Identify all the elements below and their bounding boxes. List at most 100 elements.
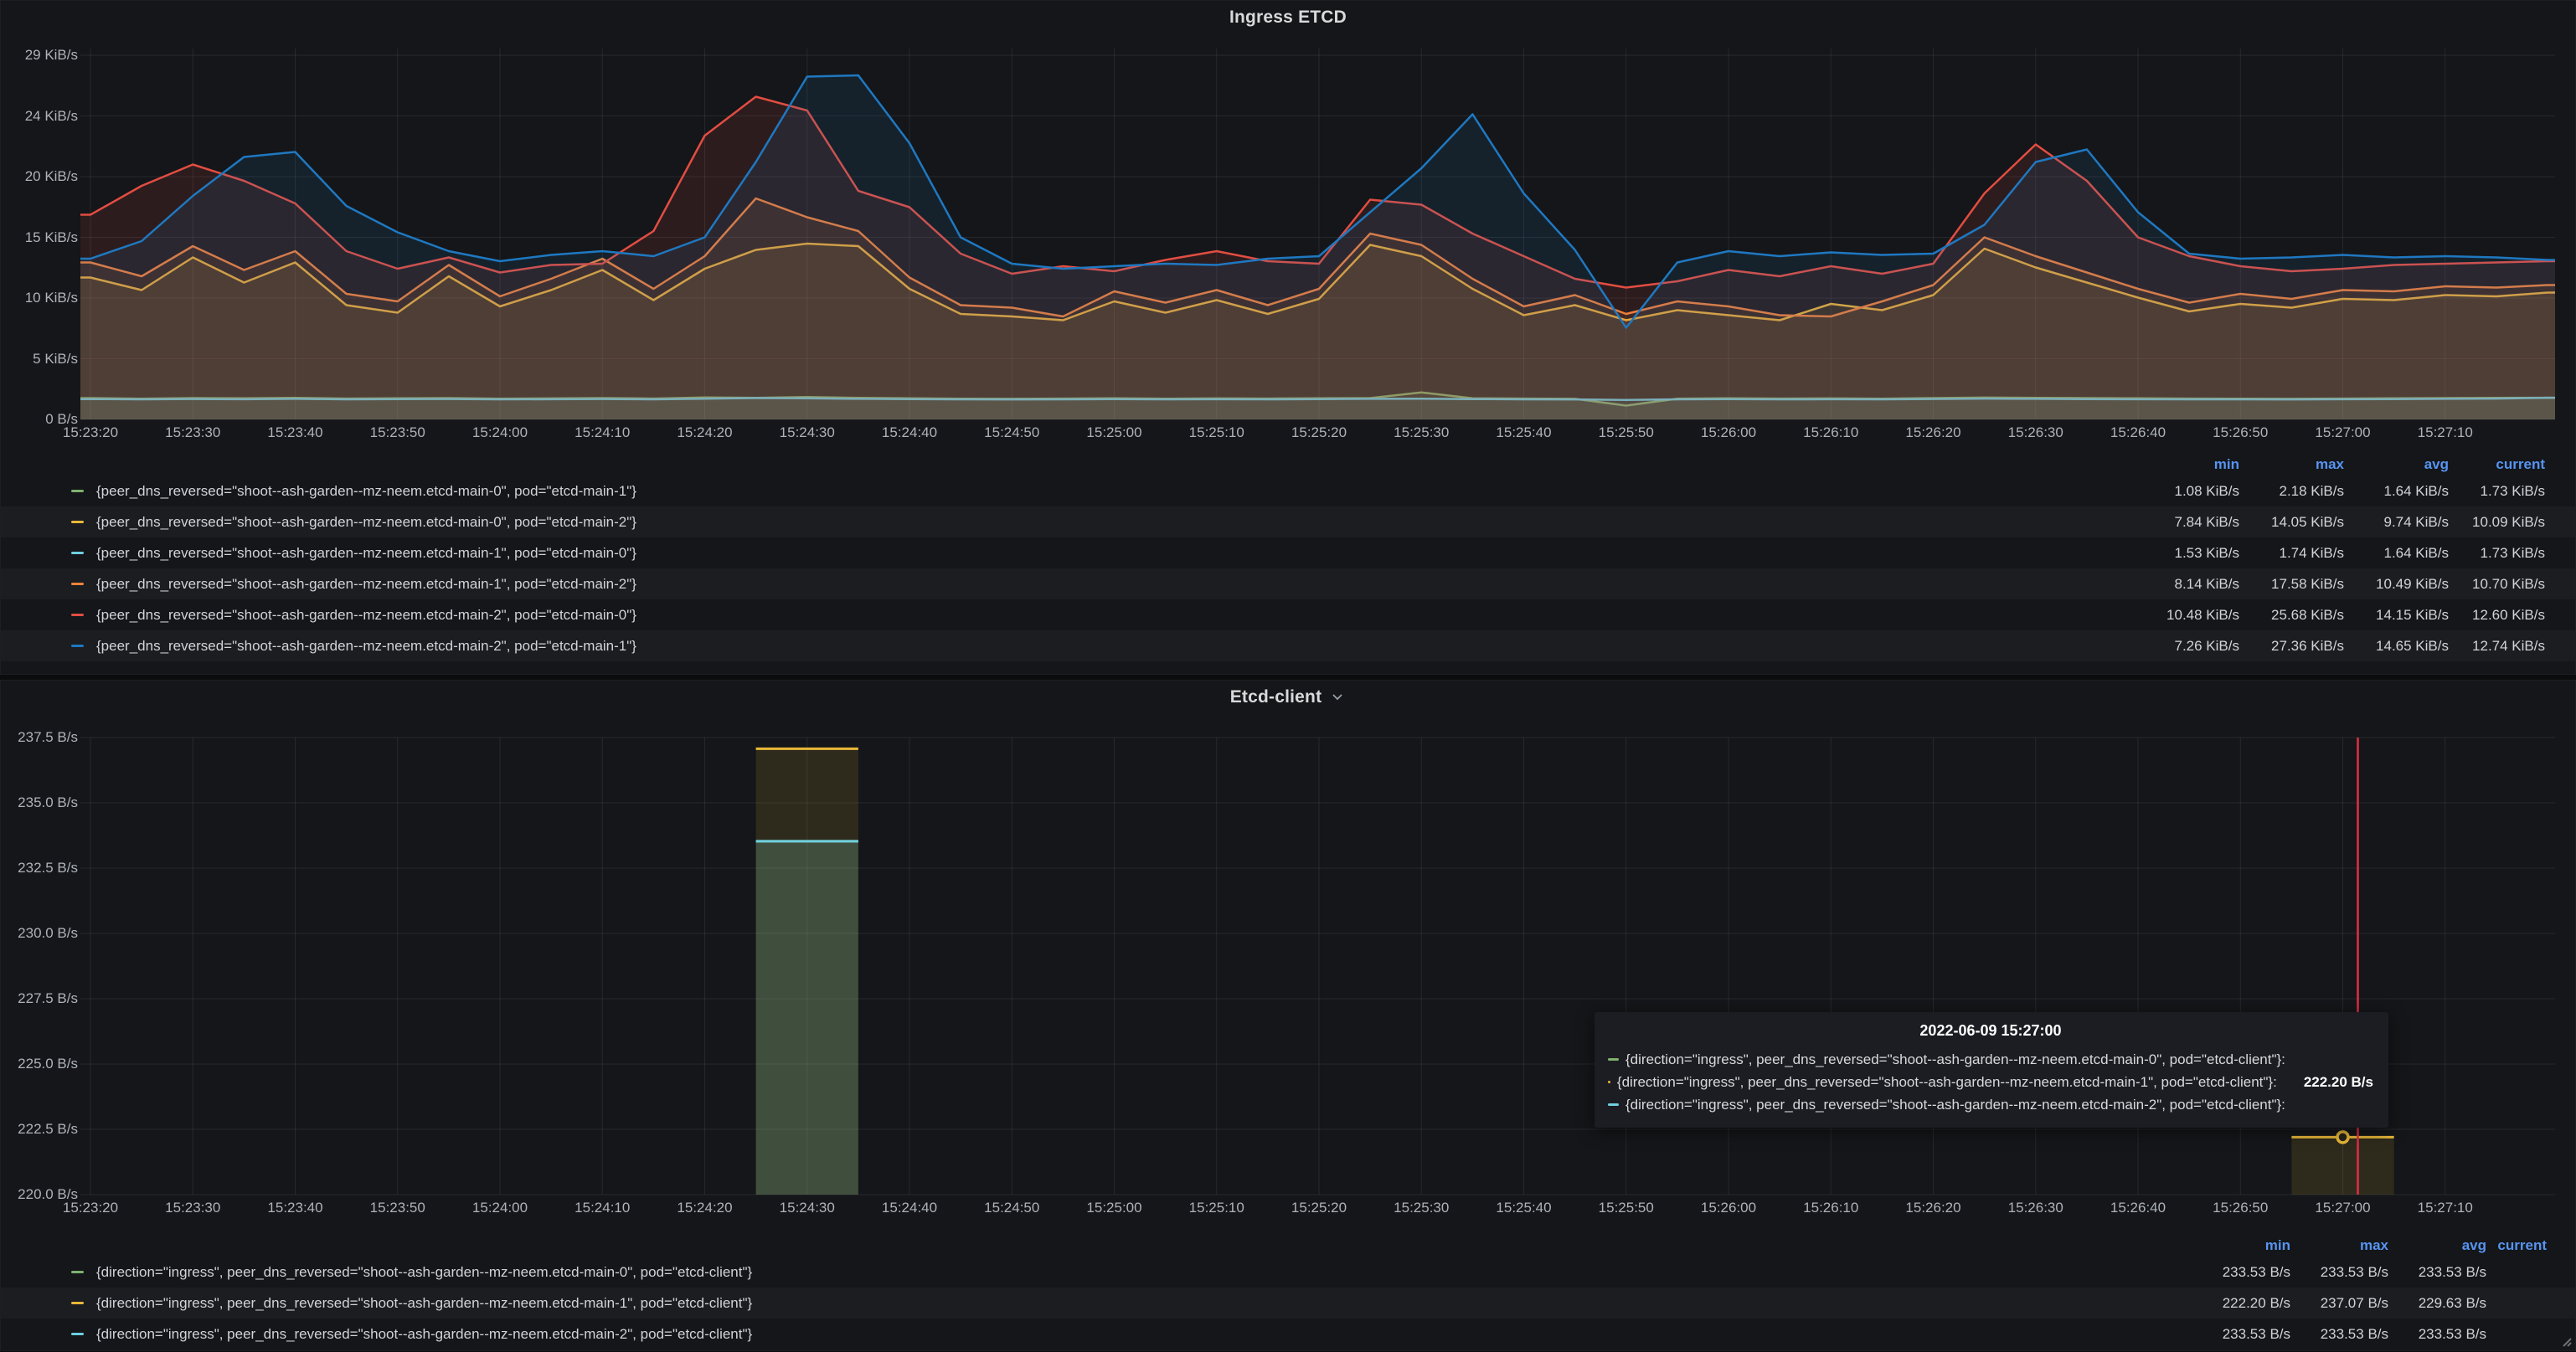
y-axis-tick-label: 227.5 B/s <box>18 990 78 1006</box>
legend-row[interactable]: {direction="ingress", peer_dns_reversed=… <box>1 1288 2575 1319</box>
legend-etcd-client: min max avg current {direction="ingress", pe… <box>1 1235 2575 1349</box>
x-axis-tick-label: 15:25:40 <box>1496 1200 1552 1216</box>
series-label[interactable]: {peer_dns_reversed="shoot--ash-garden--m… <box>96 482 636 499</box>
legend-header-row: min max avg current <box>1 454 2575 476</box>
x-axis-tick-label: 15:27:00 <box>2315 424 2371 440</box>
x-axis-tick-label: 15:23:40 <box>267 424 323 440</box>
x-axis-tick-label: 15:26:10 <box>1803 424 1859 440</box>
stat-max: 2.18 KiB/s <box>2279 482 2345 499</box>
stat-header-avg[interactable]: avg <box>2424 456 2449 472</box>
stat-max: 237.07 B/s <box>2320 1294 2388 1311</box>
stat-max: 233.53 B/s <box>2320 1325 2388 1342</box>
etcd-client-plot[interactable]: 237.5 B/s 235.0 B/s 232.5 B/s 230.0 B/s 227.… <box>1 681 2575 1350</box>
tooltip-timestamp: 2022-06-09 15:27:00 <box>1919 1022 2062 1039</box>
stat-min: 8.14 KiB/s <box>2174 575 2240 592</box>
series-color-dash <box>71 552 84 554</box>
y-axis-tick-label: 237.5 B/s <box>18 729 78 745</box>
legend-row[interactable]: {peer_dns_reversed="shoot--ash-garden--m… <box>1 506 2575 537</box>
series-label[interactable]: {direction="ingress", peer_dns_reversed=… <box>96 1325 753 1342</box>
x-axis-tick-label: 15:26:40 <box>2110 424 2166 440</box>
x-axis-tick-label: 15:27:10 <box>2417 1200 2473 1216</box>
series-color-dash <box>71 645 84 647</box>
x-axis-tick-label: 15:25:50 <box>1598 424 1654 440</box>
chevron-down-icon[interactable] <box>1329 689 1346 706</box>
x-axis-tick-label: 15:27:10 <box>2417 424 2473 440</box>
legend-ingress: min max avg current {peer_dns_reversed="shoo… <box>1 454 2575 661</box>
series-label[interactable]: {peer_dns_reversed="shoot--ash-garden--m… <box>96 637 636 654</box>
y-axis-tick-label: 29 KiB/s <box>24 47 78 63</box>
etcd-client-chart-canvas[interactable] <box>1 681 2576 1352</box>
ingress-etcd-plot[interactable]: 29 KiB/s 24 KiB/s 20 KiB/s 15 KiB/s 10 KiB/s… <box>1 1 2575 674</box>
x-axis-tick-label: 15:24:00 <box>471 1200 528 1216</box>
legend-header-row: min max avg current <box>1 1235 2575 1257</box>
series-color-dash <box>71 490 84 492</box>
stat-current: 12.74 KiB/s <box>2472 637 2545 654</box>
x-axis-tick-label: 15:26:50 <box>2213 424 2269 440</box>
legend-row[interactable]: {peer_dns_reversed="shoot--ash-garden--m… <box>1 476 2575 506</box>
x-axis-tick-label: 15:24:10 <box>574 1200 631 1216</box>
stat-header-min[interactable]: min <box>2213 456 2239 472</box>
x-axis-tick-label: 15:25:30 <box>1394 1200 1450 1216</box>
x-axis-tick-label: 15:26:00 <box>1700 424 1757 440</box>
x-axis-tick-label: 15:24:00 <box>471 424 528 440</box>
series-color-dash <box>71 521 84 523</box>
x-axis-tick-label: 15:26:50 <box>2213 1200 2269 1216</box>
series-yellow <box>755 747 2394 1195</box>
legend-row[interactable]: {direction="ingress", peer_dns_reversed=… <box>1 1257 2575 1288</box>
x-axis-tick-label: 15:26:10 <box>1803 1200 1859 1216</box>
panel-title-ingress-etcd[interactable]: Ingress ETCD <box>1 8 2575 28</box>
chart-tooltip: 2022-06-09 15:27:00 {direction="ingress"… <box>1595 1012 2388 1128</box>
ingress-etcd-chart-canvas[interactable] <box>1 1 2576 676</box>
stat-current: 10.70 KiB/s <box>2472 575 2545 592</box>
series-red <box>80 95 2555 419</box>
stat-header-max[interactable]: max <box>2359 1237 2388 1253</box>
x-axis-tick-label: 15:24:10 <box>574 424 631 440</box>
tooltip-series-value: 222.20 B/s <box>2303 1073 2373 1090</box>
x-axis-tick-label: 15:24:40 <box>881 424 938 440</box>
x-axis-tick-label: 15:26:20 <box>1905 424 1961 440</box>
x-axis-tick-label: 15:25:20 <box>1291 1200 1347 1216</box>
tooltip-series-row: {direction="ingress", peer_dns_reversed=… <box>1608 1093 2373 1116</box>
x-axis-tick-label: 15:26:20 <box>1905 1200 1961 1216</box>
legend-row[interactable]: {direction="ingress", peer_dns_reversed=… <box>1 1319 2575 1349</box>
stat-header-max[interactable]: max <box>2315 456 2344 472</box>
panel-title-etcd-client[interactable]: Etcd-client <box>1 687 2575 707</box>
series-label[interactable]: {direction="ingress", peer_dns_reversed=… <box>96 1263 753 1280</box>
stat-max: 27.36 KiB/s <box>2271 637 2344 654</box>
panel-resize-handle[interactable] <box>2558 1334 2572 1347</box>
series-label[interactable]: {direction="ingress", peer_dns_reversed=… <box>96 1294 753 1311</box>
x-axis-tick-label: 15:24:20 <box>677 424 733 440</box>
y-axis-tick-label: 10 KiB/s <box>24 290 78 306</box>
x-axis-tick-label: 15:23:30 <box>165 1200 221 1216</box>
tooltip-series-label: {direction="ingress", peer_dns_reversed=… <box>1625 1096 2285 1113</box>
x-axis-tick-label: 15:24:30 <box>779 424 835 440</box>
series-color-dash <box>71 583 84 585</box>
stat-header-current[interactable]: current <box>2497 1237 2547 1253</box>
x-axis-tick-label: 15:23:30 <box>165 424 221 440</box>
x-axis-tick-label: 15:27:00 <box>2315 1200 2371 1216</box>
x-axis-tick-label: 15:25:20 <box>1291 424 1347 440</box>
series-label[interactable]: {peer_dns_reversed="shoot--ash-garden--m… <box>96 544 636 561</box>
legend-row[interactable]: {peer_dns_reversed="shoot--ash-garden--m… <box>1 630 2575 661</box>
x-axis-tick-label: 15:25:50 <box>1598 1200 1654 1216</box>
stat-min: 233.53 B/s <box>2222 1263 2290 1280</box>
stat-current: 10.09 KiB/s <box>2472 513 2545 530</box>
legend-row[interactable]: {peer_dns_reversed="shoot--ash-garden--m… <box>1 537 2575 568</box>
stat-header-current[interactable]: current <box>2496 456 2545 472</box>
legend-row[interactable]: {peer_dns_reversed="shoot--ash-garden--m… <box>1 568 2575 599</box>
series-label[interactable]: {peer_dns_reversed="shoot--ash-garden--m… <box>96 513 636 530</box>
stat-header-avg[interactable]: avg <box>2461 1237 2486 1253</box>
series-label[interactable]: {peer_dns_reversed="shoot--ash-garden--m… <box>96 606 636 623</box>
stat-avg: 10.49 KiB/s <box>2376 575 2449 592</box>
legend-row[interactable]: {peer_dns_reversed="shoot--ash-garden--m… <box>1 599 2575 630</box>
series-color-dash <box>1608 1081 1610 1083</box>
stat-avg: 9.74 KiB/s <box>2383 513 2450 530</box>
stat-current: 1.73 KiB/s <box>2480 482 2546 499</box>
y-axis-tick-label: 232.5 B/s <box>18 860 78 876</box>
stat-header-min[interactable]: min <box>2264 1237 2290 1253</box>
series-label[interactable]: {peer_dns_reversed="shoot--ash-garden--m… <box>96 575 636 592</box>
stat-min: 222.20 B/s <box>2222 1294 2290 1311</box>
x-axis-tick-label: 15:26:30 <box>2007 1200 2063 1216</box>
y-axis-tick-label: 222.5 B/s <box>18 1121 78 1137</box>
tooltip-series-row: {direction="ingress", peer_dns_reversed=… <box>1608 1048 2373 1071</box>
